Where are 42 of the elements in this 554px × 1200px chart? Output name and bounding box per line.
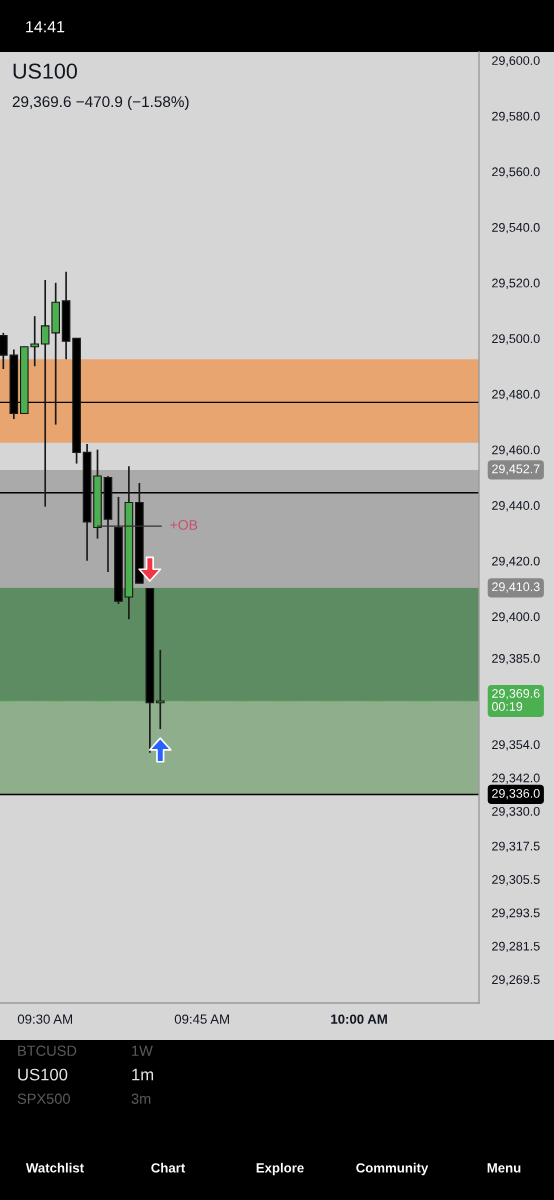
y-tick-label: 29,560.0 [492,167,540,178]
y-tick-label: 29,400.0 [492,612,540,623]
annotation: +OB [170,520,198,530]
y-tick-label: 29,440.0 [492,501,540,512]
y-tick-label: 29,540.0 [492,222,540,234]
y-tick-label: 29,281.5 [492,941,540,953]
band-label: 29,410.3 [492,582,540,593]
y-tick-label: 29,520.0 [492,278,540,289]
y-tick-label: 29,480.0 [492,389,540,401]
y-tick-label: 29,293.5 [492,908,540,919]
x-tick-label: 10:00 AM [331,1014,387,1024]
text: Menu [487,1163,521,1173]
text: SPX500 [17,1093,70,1104]
y-tick-label: 29,500.0 [492,334,540,345]
ref-line-label: 29,336.0 [492,788,540,800]
y-tick-label: 29,317.5 [492,841,540,853]
text: Chart [151,1162,186,1173]
y-tick-label: 29,330.0 [492,806,540,818]
band-label: 29,452.7 [492,464,540,475]
y-tick-label: 29,305.5 [492,875,540,886]
text: Community [356,1162,429,1176]
ref-line-label: 29,369.6 00:19 [491,689,540,711]
chart-title: US100 [13,63,77,79]
text: 1m [132,1068,154,1081]
x-tick-label: 09:45 AM [174,1014,229,1024]
text: US100 [18,1068,68,1081]
y-tick-label: 29,342.0 [492,773,540,784]
y-tick-label: 29,420.0 [492,556,540,567]
text: Explore [256,1162,304,1176]
x-tick-label: 09:30 AM [17,1014,72,1024]
y-tick-label: 29,354.0 [492,740,540,751]
y-tick-label: 29,385.0 [492,653,540,665]
y-tick-label: 29,580.0 [492,111,540,123]
y-tick-label: 29,460.0 [492,445,540,456]
text: 14:41 [26,21,65,33]
y-tick-label: 29,269.5 [492,975,540,986]
text: 3m [131,1093,151,1104]
y-tick-label: 29,600.0 [492,56,540,67]
text: 1W [132,1045,153,1056]
text: 29,369.6 −470.9 (−1.58%) [12,95,189,111]
text: Watchlist [25,1162,84,1173]
text: BTCUSD [18,1045,77,1056]
